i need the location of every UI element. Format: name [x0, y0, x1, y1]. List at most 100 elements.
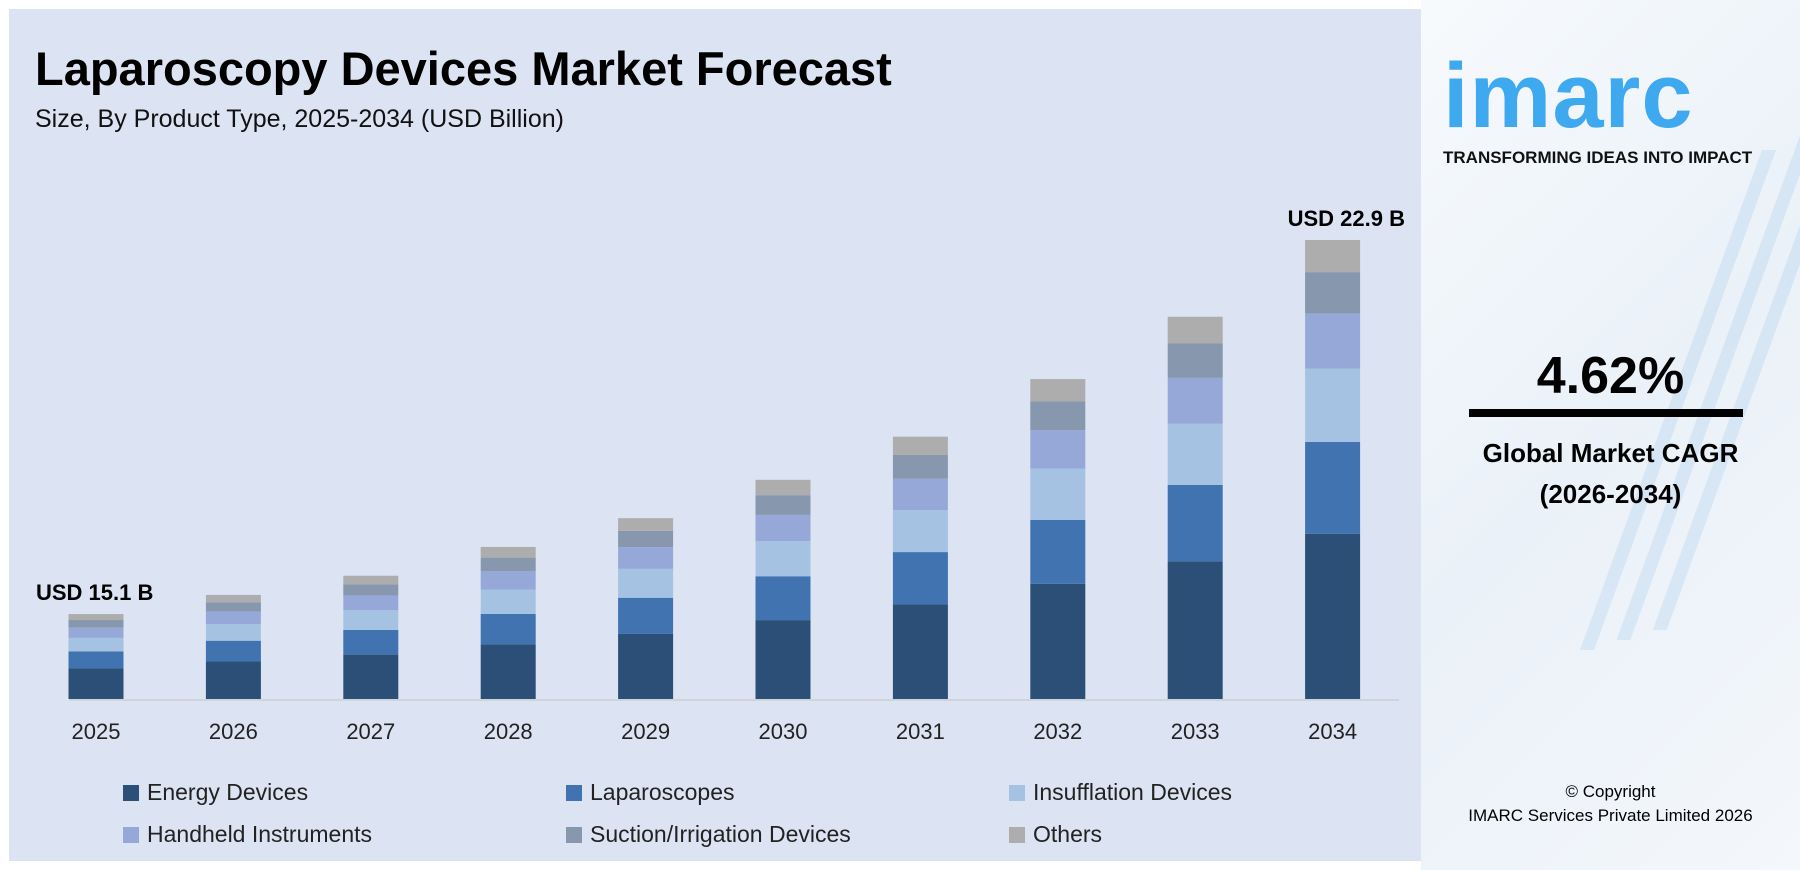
chart-panel: Laparoscopy Devices Market Forecast Size…	[9, 9, 1421, 861]
bar-segment-2026-handheld-instruments	[205, 611, 261, 625]
bar-segment-2027-insufflation-devices	[343, 610, 399, 630]
cagr-value: 4.62%	[1536, 347, 1685, 405]
bar-segment-2031-laparoscopes	[892, 552, 948, 605]
bar-segment-2027-handheld-instruments	[343, 595, 399, 611]
legend-swatch	[1009, 784, 1025, 801]
legend-label: Laparoscopes	[590, 779, 735, 805]
bar-segment-2031-insufflation-devices	[892, 510, 948, 553]
x-tick-label: 2029	[621, 719, 670, 744]
legend-item: Energy Devices	[123, 779, 308, 806]
legend-item: Insufflation Devices	[1009, 779, 1232, 806]
data-label-2034: USD 22.9 B	[1288, 206, 1405, 231]
legend-label: Insufflation Devices	[1033, 779, 1233, 805]
legend-swatch	[123, 784, 139, 801]
bar-segment-2029-handheld-instruments	[618, 547, 674, 569]
bar-segment-2030-energy-devices	[755, 620, 811, 699]
bar-segment-2029-energy-devices	[618, 633, 674, 699]
bar-segment-2025-others	[68, 614, 124, 621]
bar-segment-2032-laparoscopes	[1030, 519, 1086, 584]
x-tick-label: 2034	[1308, 719, 1357, 744]
x-tick-label: 2027	[346, 719, 395, 744]
bar-segment-2028-energy-devices	[480, 644, 536, 699]
bar-segment-2030-others	[755, 479, 811, 496]
bar-segment-2028-insufflation-devices	[480, 589, 536, 614]
bar-segment-2028-suction-irrigation-devices	[480, 557, 536, 572]
cagr-label: Global Market CAGR	[1482, 438, 1739, 468]
bar-segment-2034-suction-irrigation-devices	[1305, 272, 1361, 314]
legend-item: Others	[1009, 821, 1102, 848]
bar-segment-2033-suction-irrigation-devices	[1167, 343, 1223, 378]
legend-label: Handheld Instruments	[147, 821, 373, 847]
copyright-line-2: IMARC Services Private Limited 2026	[1468, 806, 1753, 825]
bar-segment-2032-others	[1030, 379, 1086, 402]
bar-segment-2033-others	[1167, 316, 1223, 344]
bar-segment-2029-suction-irrigation-devices	[618, 530, 674, 548]
legend-item: Suction/Irrigation Devices	[566, 821, 851, 848]
x-tick-label: 2031	[896, 719, 945, 744]
bar-segment-2029-insufflation-devices	[618, 568, 674, 598]
bar-segment-2033-laparoscopes	[1167, 484, 1223, 562]
legend-swatch	[566, 826, 582, 843]
x-tick-label: 2028	[484, 719, 533, 744]
imarc-logo: imarc	[1443, 45, 1694, 147]
bar-segment-2032-handheld-instruments	[1030, 430, 1086, 469]
bar-segment-2027-energy-devices	[343, 654, 399, 699]
bar-segment-2026-others	[205, 594, 261, 603]
bar-segment-2034-energy-devices	[1305, 533, 1361, 699]
legend-label: Suction/Irrigation Devices	[590, 821, 851, 847]
bar-segment-2026-energy-devices	[205, 661, 261, 699]
bar-segment-2030-suction-irrigation-devices	[755, 495, 811, 515]
bar-segment-2029-laparoscopes	[618, 597, 674, 634]
bar-segment-2025-insufflation-devices	[68, 637, 124, 652]
bar-segment-2034-insufflation-devices	[1305, 368, 1361, 442]
copyright-line-1: © Copyright	[1565, 782, 1656, 801]
tagline: TRANSFORMING IDEAS INTO IMPACT	[1443, 148, 1753, 167]
brand-panel: imarc TRANSFORMING IDEAS INTO IMPACT 4.6…	[1421, 0, 1800, 870]
bar-segment-2031-others	[892, 436, 948, 456]
cagr-divider	[1469, 409, 1743, 417]
legend-item: Handheld Instruments	[123, 821, 372, 848]
bar-segment-2027-suction-irrigation-devices	[343, 584, 399, 596]
bar-segment-2028-handheld-instruments	[480, 571, 536, 590]
cagr-period: (2026-2034)	[1539, 479, 1682, 509]
legend-swatch	[566, 784, 582, 801]
x-tick-label: 2033	[1171, 719, 1220, 744]
bar-segment-2034-laparoscopes	[1305, 441, 1361, 534]
bar-segment-2025-energy-devices	[68, 668, 124, 699]
bar-segment-2034-others	[1305, 240, 1361, 273]
bar-segment-2025-handheld-instruments	[68, 627, 124, 638]
bar-segment-2030-insufflation-devices	[755, 541, 811, 577]
legend-swatch	[1009, 826, 1025, 843]
data-label-2025: USD 15.1 B	[36, 580, 153, 605]
legend-item: Laparoscopes	[566, 779, 735, 806]
bar-segment-2033-handheld-instruments	[1167, 377, 1223, 424]
bar-segment-2032-insufflation-devices	[1030, 468, 1086, 520]
bar-segment-2026-suction-irrigation-devices	[205, 602, 261, 612]
legend-label: Energy Devices	[147, 779, 309, 805]
bar-segment-2026-insufflation-devices	[205, 624, 261, 641]
stacked-bar-chart: 2025 USD 15.1 B 2026 2027 2028 2029 2030 2031 20…	[36, 206, 1405, 744]
bar-segment-2032-suction-irrigation-devices	[1030, 401, 1086, 431]
bar-segment-2033-insufflation-devices	[1167, 423, 1223, 485]
bar-segment-2030-laparoscopes	[755, 576, 811, 621]
bar-segment-2029-others	[618, 518, 674, 531]
page-title: Laparoscopy Devices Market Forecast	[35, 42, 892, 95]
bar-segment-2026-laparoscopes	[205, 640, 261, 662]
bar-segment-2031-handheld-instruments	[892, 478, 948, 511]
bar-segment-2025-suction-irrigation-devices	[68, 620, 124, 628]
bar-segment-2032-energy-devices	[1030, 583, 1086, 699]
bar-segment-2028-others	[480, 546, 536, 558]
bar-segment-2031-energy-devices	[892, 604, 948, 699]
bar-segment-2027-laparoscopes	[343, 629, 399, 655]
x-tick-label: 2025	[72, 719, 121, 744]
x-tick-label: 2032	[1033, 719, 1082, 744]
x-tick-label: 2026	[209, 719, 258, 744]
bar-segment-2028-laparoscopes	[480, 613, 536, 645]
legend-label: Others	[1033, 821, 1103, 847]
bar-segment-2034-handheld-instruments	[1305, 313, 1361, 369]
page-subtitle: Size, By Product Type, 2025-2034 (USD Bi…	[35, 105, 564, 133]
bar-segment-2025-laparoscopes	[68, 651, 124, 669]
x-tick-label: 2030	[759, 719, 808, 744]
bar-segment-2031-suction-irrigation-devices	[892, 455, 948, 479]
legend-swatch	[123, 826, 139, 843]
